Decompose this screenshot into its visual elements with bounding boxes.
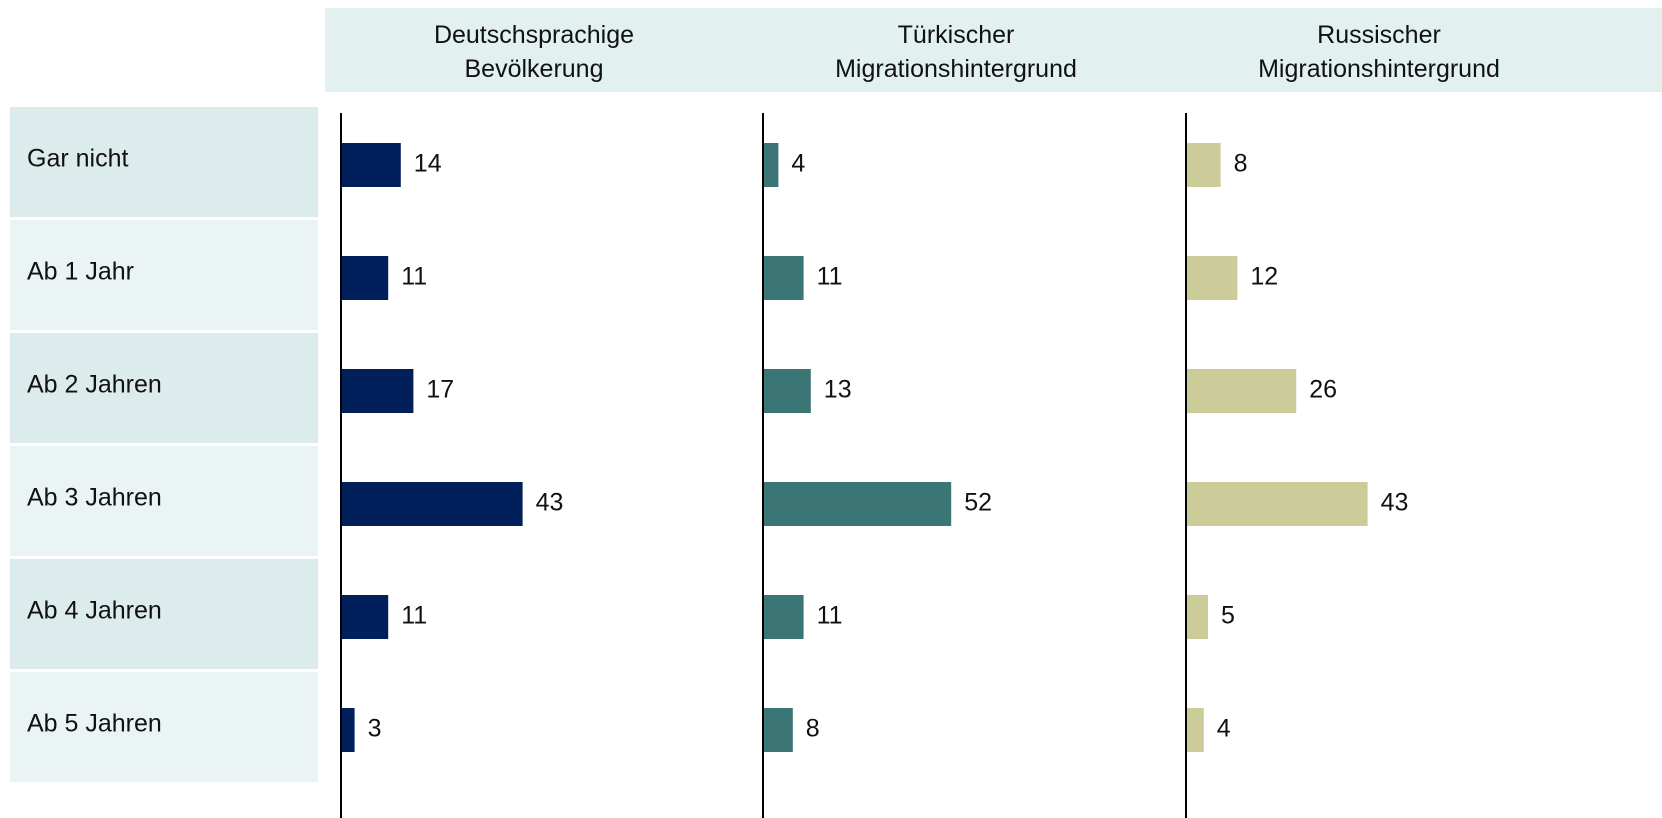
value-label: 17 [426, 376, 454, 404]
row-label: Ab 2 Jahren [27, 371, 162, 399]
bar [1187, 143, 1221, 187]
bar [764, 708, 793, 752]
value-label: 4 [1217, 715, 1231, 743]
bar [764, 143, 779, 187]
row-label: Ab 5 Jahren [27, 710, 162, 738]
value-label: 11 [401, 263, 427, 291]
series-header: Türkischer Migrationshintergrund [835, 21, 1077, 83]
value-label: 11 [817, 263, 843, 291]
value-label: 13 [824, 376, 852, 404]
value-label: 14 [414, 150, 442, 178]
bar [342, 369, 414, 413]
value-label: 8 [806, 715, 820, 743]
row-label-cell [10, 559, 318, 669]
bar [764, 482, 952, 526]
value-label: 4 [791, 150, 805, 178]
row-label: Ab 1 Jahr [27, 258, 134, 286]
row-label-cell [10, 220, 318, 330]
series-header: Russischer Migrationshintergrund [1258, 21, 1500, 83]
bar [1187, 708, 1204, 752]
bar [1187, 256, 1238, 300]
row-label: Gar nicht [27, 145, 128, 173]
row-label-cell [10, 333, 318, 443]
value-label: 11 [401, 602, 427, 630]
bar [1187, 482, 1368, 526]
row-label-cell [10, 107, 318, 217]
row-label: Ab 4 Jahren [27, 597, 162, 625]
value-label: 3 [368, 715, 382, 743]
bar [342, 708, 355, 752]
value-label: 11 [817, 602, 843, 630]
bar [1187, 369, 1297, 413]
bar [342, 143, 401, 187]
bar [342, 256, 389, 300]
value-label: 26 [1309, 376, 1337, 404]
bar [764, 256, 804, 300]
value-label: 5 [1221, 602, 1235, 630]
bar [764, 595, 804, 639]
row-label-cell [10, 672, 318, 782]
value-label: 12 [1250, 263, 1278, 291]
row-label-cell [10, 446, 318, 556]
bar [1187, 595, 1208, 639]
header-band [325, 8, 1662, 92]
row-label: Ab 3 Jahren [27, 484, 162, 512]
series-header: Deutschsprachige Bevölkerung [433, 21, 635, 83]
value-label: 8 [1234, 150, 1248, 178]
value-label: 43 [536, 489, 564, 517]
value-label: 43 [1381, 489, 1409, 517]
bar [342, 595, 389, 639]
value-label: 52 [964, 489, 992, 517]
bar [764, 369, 811, 413]
bar [342, 482, 523, 526]
